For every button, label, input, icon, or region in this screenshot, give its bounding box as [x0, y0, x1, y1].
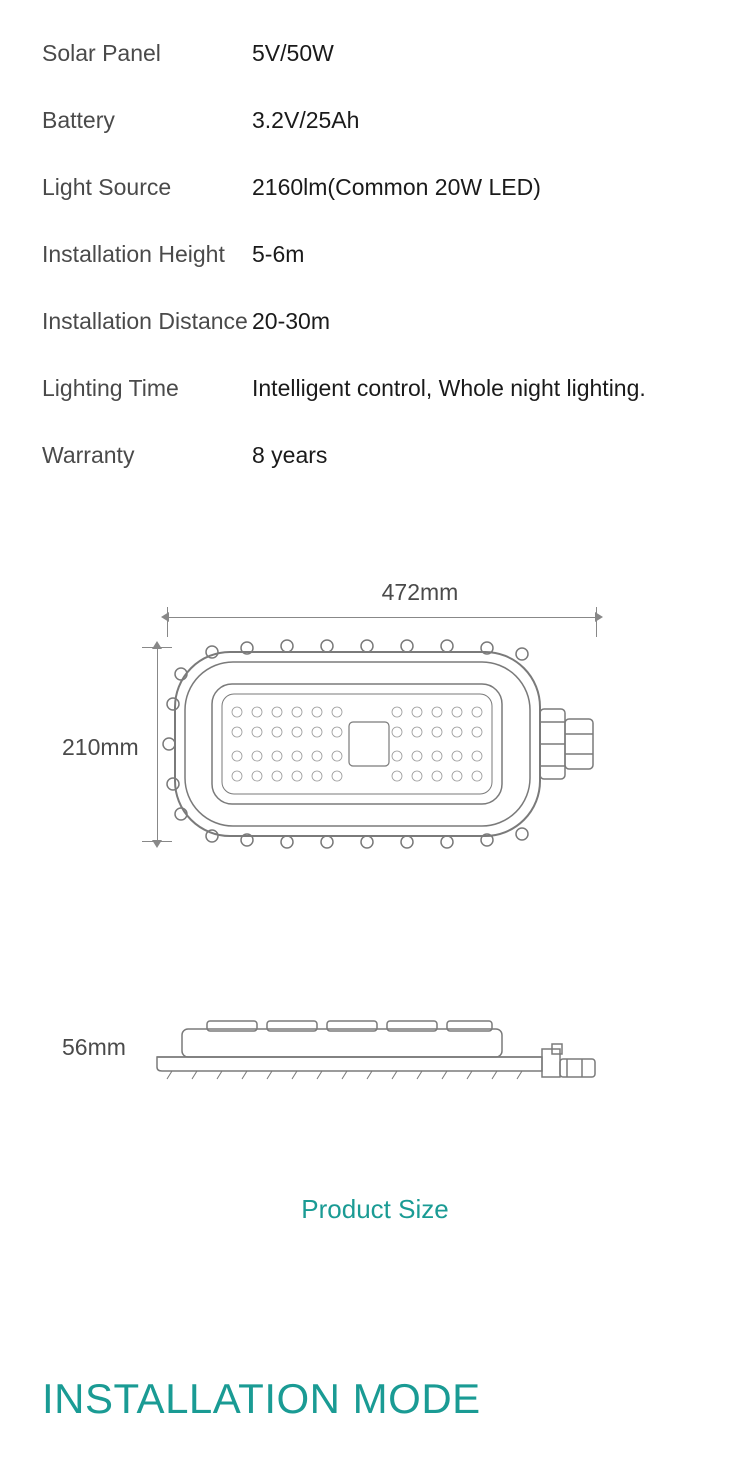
spec-label: Installation Height: [42, 241, 252, 268]
spec-label: Battery: [42, 107, 252, 134]
spec-label: Warranty: [42, 442, 252, 469]
product-side-view-icon: [152, 1009, 602, 1084]
depth-dimension-label: 56mm: [62, 1034, 126, 1061]
spec-row: Battery 3.2V/25Ah: [42, 87, 708, 154]
spec-value: 3.2V/25Ah: [252, 107, 359, 134]
spec-row: Installation Distance 20-30m: [42, 288, 708, 355]
spec-value: 8 years: [252, 442, 327, 469]
product-size-caption: Product Size: [42, 1194, 708, 1225]
spec-row: Light Source 2160lm(Common 20W LED): [42, 154, 708, 221]
spec-value: 20-30m: [252, 308, 330, 335]
spec-table: Solar Panel 5V/50W Battery 3.2V/25Ah Lig…: [42, 20, 708, 489]
spec-row: Solar Panel 5V/50W: [42, 20, 708, 87]
width-dimension-label: 472mm: [132, 579, 708, 606]
top-view-container: 472mm 210mm: [42, 579, 708, 889]
spec-row: Lighting Time Intelligent control, Whole…: [42, 355, 708, 422]
spec-value: 5-6m: [252, 241, 304, 268]
product-top-view-icon: [157, 634, 597, 854]
spec-label: Solar Panel: [42, 40, 252, 67]
spec-label: Lighting Time: [42, 375, 252, 402]
spec-label: Light Source: [42, 174, 252, 201]
spec-label: Installation Distance: [42, 308, 252, 335]
side-view-container: 56mm: [42, 1009, 708, 1099]
spec-row: Warranty 8 years: [42, 422, 708, 489]
spec-row: Installation Height 5-6m: [42, 221, 708, 288]
product-size-diagram: 472mm 210mm: [42, 579, 708, 1225]
width-dimension-arrow: [167, 612, 597, 624]
height-dimension-label: 210mm: [62, 734, 139, 761]
spec-value: 5V/50W: [252, 40, 334, 67]
spec-value: Intelligent control, Whole night lightin…: [252, 375, 646, 402]
spec-value: 2160lm(Common 20W LED): [252, 174, 541, 201]
installation-mode-heading: INSTALLATION MODE: [42, 1375, 708, 1423]
